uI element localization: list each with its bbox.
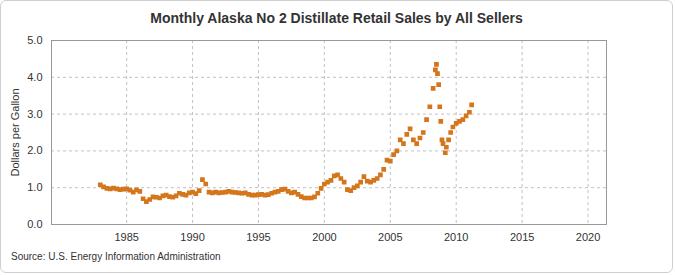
svg-text:2010: 2010 — [444, 231, 468, 243]
svg-text:Dollars per Gallon: Dollars per Gallon — [9, 88, 21, 176]
svg-text:3.0: 3.0 — [27, 108, 42, 120]
svg-text:1995: 1995 — [246, 231, 270, 243]
svg-text:2000: 2000 — [312, 231, 336, 243]
svg-text:2005: 2005 — [378, 231, 402, 243]
svg-text:1.0: 1.0 — [27, 181, 42, 193]
svg-text:2015: 2015 — [510, 231, 534, 243]
svg-text:2020: 2020 — [576, 231, 600, 243]
svg-text:4.0: 4.0 — [27, 71, 42, 83]
html-text:Source: U.S. Energy Informatio: Source: U.S. Energy Information Administ… — [11, 251, 221, 262]
svg-text:0.0: 0.0 — [27, 218, 42, 230]
svg-text:1985: 1985 — [114, 231, 138, 243]
svg-text:2.0: 2.0 — [27, 144, 42, 156]
html-text:Monthly Alaska No 2 Distillate: Monthly Alaska No 2 Distillate Retail Sa… — [150, 10, 523, 26]
svg-text:1990: 1990 — [180, 231, 204, 243]
svg-text:5.0: 5.0 — [27, 34, 42, 46]
